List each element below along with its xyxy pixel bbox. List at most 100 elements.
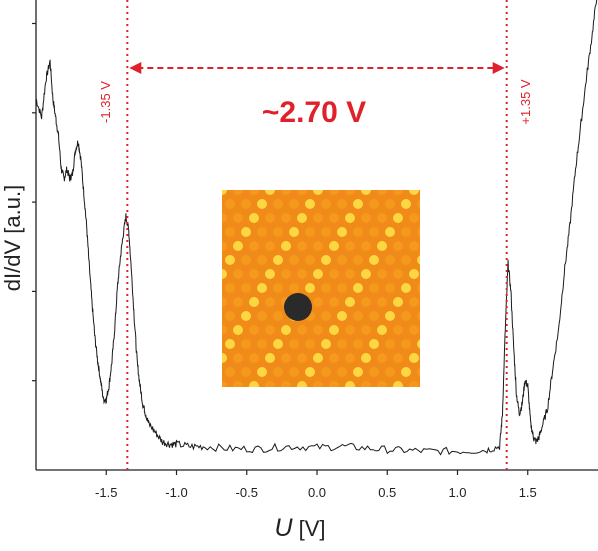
inset-atom — [241, 311, 251, 321]
inset-atom — [225, 199, 235, 209]
inset-atom — [233, 213, 243, 223]
inset-atom — [393, 353, 403, 363]
inset-atom — [377, 269, 387, 279]
inset-atom — [345, 325, 355, 335]
inset-atom — [417, 311, 420, 321]
inset-atom — [409, 190, 419, 195]
inset-atom — [385, 367, 395, 377]
inset-atom — [273, 367, 283, 377]
inset-atom — [377, 241, 387, 251]
inset-atom — [313, 325, 323, 335]
inset-atom — [297, 269, 307, 279]
inset-atom — [401, 339, 411, 349]
inset-atom — [385, 255, 395, 265]
inset-atom — [209, 339, 219, 349]
inset-atom — [249, 213, 259, 223]
inset-atom — [353, 311, 363, 321]
inset-atom — [313, 381, 323, 387]
inset-atom — [297, 381, 307, 387]
inset-atom — [329, 190, 339, 195]
inset-atom — [425, 325, 435, 335]
inset-atom — [297, 353, 307, 363]
inset-atom — [337, 227, 347, 237]
x-ticks — [105, 470, 529, 475]
inset-atom — [321, 367, 331, 377]
inset-atom — [425, 381, 435, 391]
inset-atom — [321, 339, 331, 349]
inset-atom — [209, 255, 219, 265]
inset-atom — [313, 241, 323, 251]
inset-atom — [305, 283, 315, 293]
inset-atom — [361, 381, 371, 387]
inset-atom — [409, 213, 419, 223]
inset-atom — [222, 325, 227, 335]
inset-atom — [233, 190, 243, 195]
inset-atom — [225, 255, 235, 265]
inset-atom — [305, 367, 315, 377]
inset-atom — [417, 255, 420, 265]
inset-atom — [393, 241, 403, 251]
inset-atom — [377, 297, 387, 307]
inset-atom — [337, 283, 347, 293]
inset-atom — [337, 339, 347, 349]
inset-atom — [385, 311, 395, 321]
inset-atom — [385, 339, 395, 349]
inset-atom — [209, 199, 219, 209]
inset-atom — [313, 213, 323, 223]
inset-atom — [329, 381, 339, 387]
x-tick-label: -1.0 — [165, 485, 187, 500]
x-axis-symbol: U — [274, 514, 293, 542]
inset-atom — [257, 283, 267, 293]
inset-atom — [222, 381, 227, 387]
inset-atom — [361, 269, 371, 279]
inset-atom — [393, 325, 403, 335]
x-tick-label: 0.0 — [308, 485, 326, 500]
inset-atom — [345, 381, 355, 387]
inset-atom — [257, 227, 267, 237]
inset-atom — [425, 213, 435, 223]
inset-atom — [425, 241, 435, 251]
inset-atom — [393, 297, 403, 307]
inset-atom — [249, 325, 259, 335]
inset-atom — [409, 269, 419, 279]
inset-atom — [241, 255, 251, 265]
inset-atom — [249, 241, 259, 251]
inset-atom — [249, 353, 259, 363]
inset-atom — [225, 227, 235, 237]
inset-atom — [425, 297, 435, 307]
inset-atom — [297, 241, 307, 251]
inset-atom — [233, 353, 243, 363]
inset-atom — [265, 297, 275, 307]
inset-atom — [393, 381, 403, 387]
inset-atom — [337, 311, 347, 321]
inset-atom — [225, 339, 235, 349]
inset-atom — [273, 339, 283, 349]
inset-atom — [257, 339, 267, 349]
inset-atom — [249, 381, 259, 387]
inset-atom — [257, 367, 267, 377]
inset-atom — [297, 213, 307, 223]
inset-atom — [345, 190, 355, 195]
inset-atom — [337, 199, 347, 209]
inset-atom — [241, 339, 251, 349]
inset-atom — [313, 353, 323, 363]
inset-atom — [273, 255, 283, 265]
inset-atom — [353, 283, 363, 293]
inset-atom — [361, 213, 371, 223]
inset-atom — [233, 269, 243, 279]
inset-atom — [289, 283, 299, 293]
inset-atom — [377, 353, 387, 363]
inset-atom — [249, 269, 259, 279]
inset-atom — [417, 227, 420, 237]
inset-atom — [225, 283, 235, 293]
inset-atom — [345, 269, 355, 279]
inset-atom — [369, 339, 379, 349]
inset-atom — [265, 381, 275, 387]
x-tick-label: -0.5 — [236, 485, 258, 500]
inset-atom — [409, 381, 419, 387]
inset-atom — [369, 227, 379, 237]
inset-atom — [209, 227, 219, 237]
inset-atom — [385, 199, 395, 209]
inset-atom — [321, 227, 331, 237]
inset-atom — [241, 227, 251, 237]
